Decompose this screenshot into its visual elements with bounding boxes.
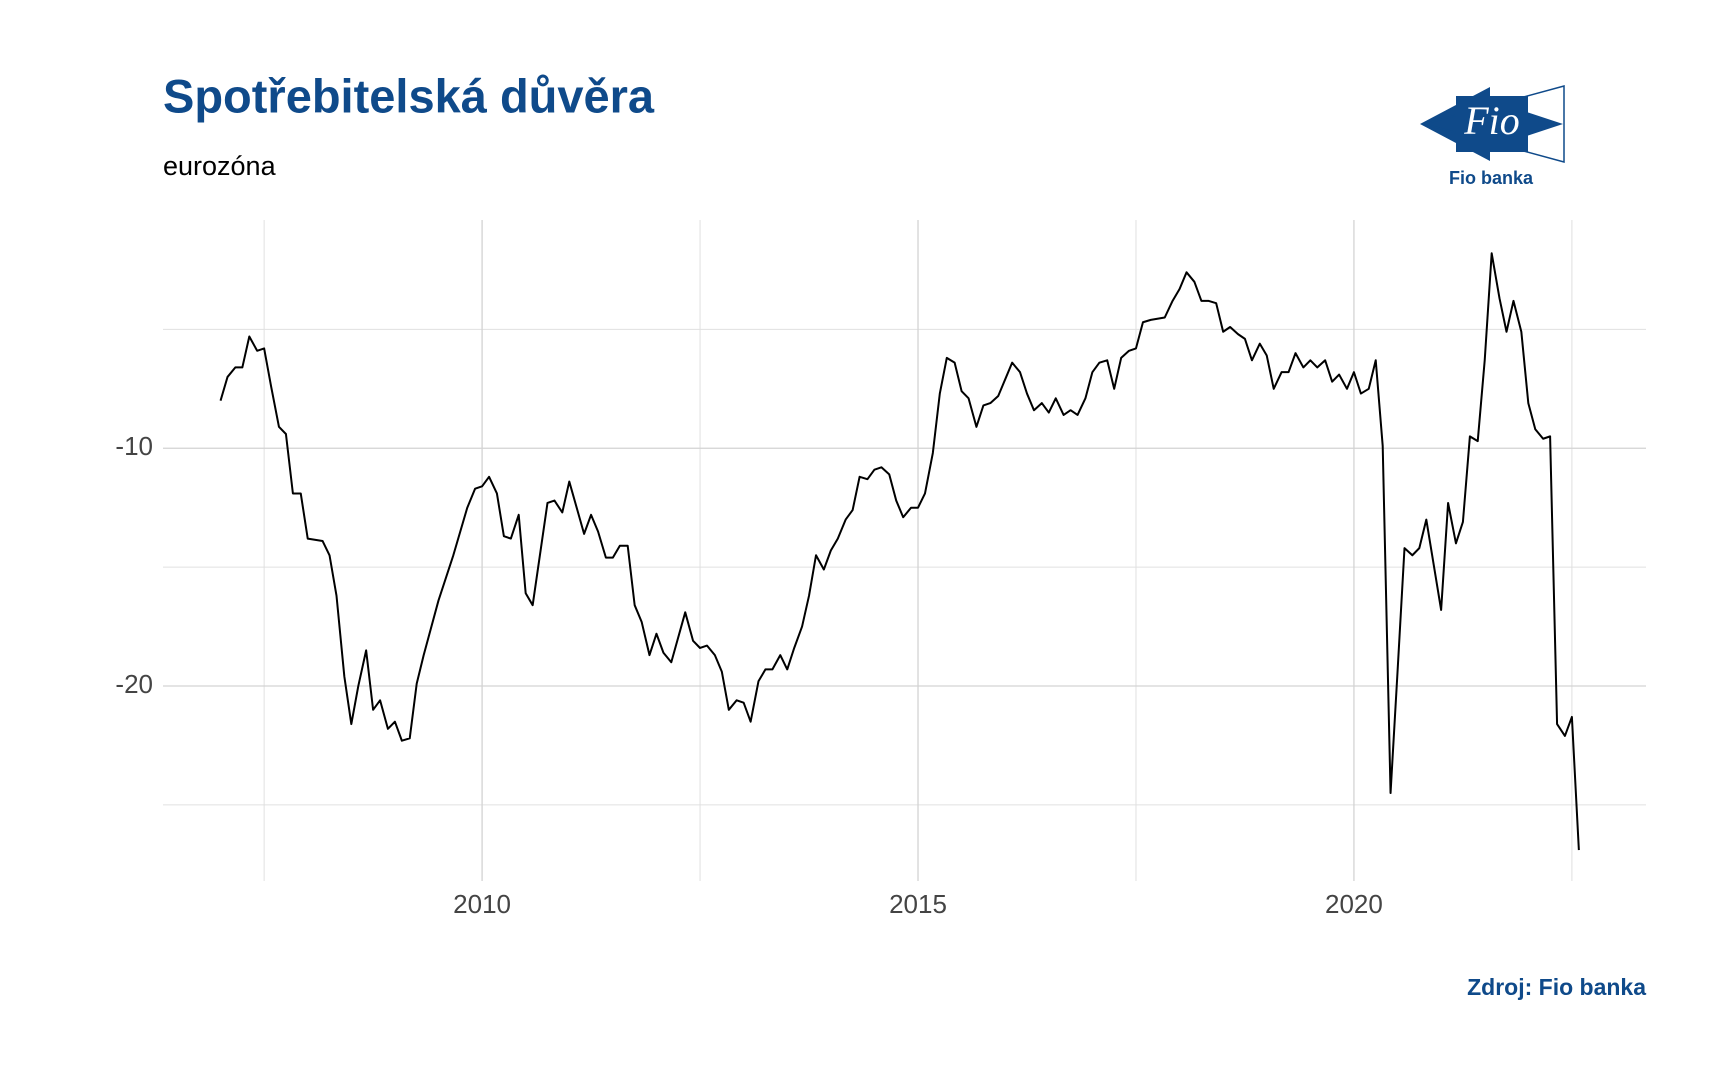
logo-box <box>1456 96 1528 152</box>
chart-subtitle: eurozóna <box>163 151 277 181</box>
x-tick-label: 2010 <box>453 889 511 919</box>
x-tick-label: 2020 <box>1325 889 1383 919</box>
logo-mark: Fio <box>1463 98 1520 143</box>
logo: Fio Fio banka <box>1420 85 1565 188</box>
logo-name: Fio banka <box>1449 168 1534 188</box>
source: Zdroj: Fio banka <box>1467 974 1646 1000</box>
y-tick-label: -10 <box>115 431 153 461</box>
x-tick-label: 2015 <box>889 889 947 919</box>
y-tick-label: -20 <box>115 669 153 699</box>
line <box>219 252 1580 851</box>
chart-title: Spotřebitelská důvěra <box>163 69 655 122</box>
